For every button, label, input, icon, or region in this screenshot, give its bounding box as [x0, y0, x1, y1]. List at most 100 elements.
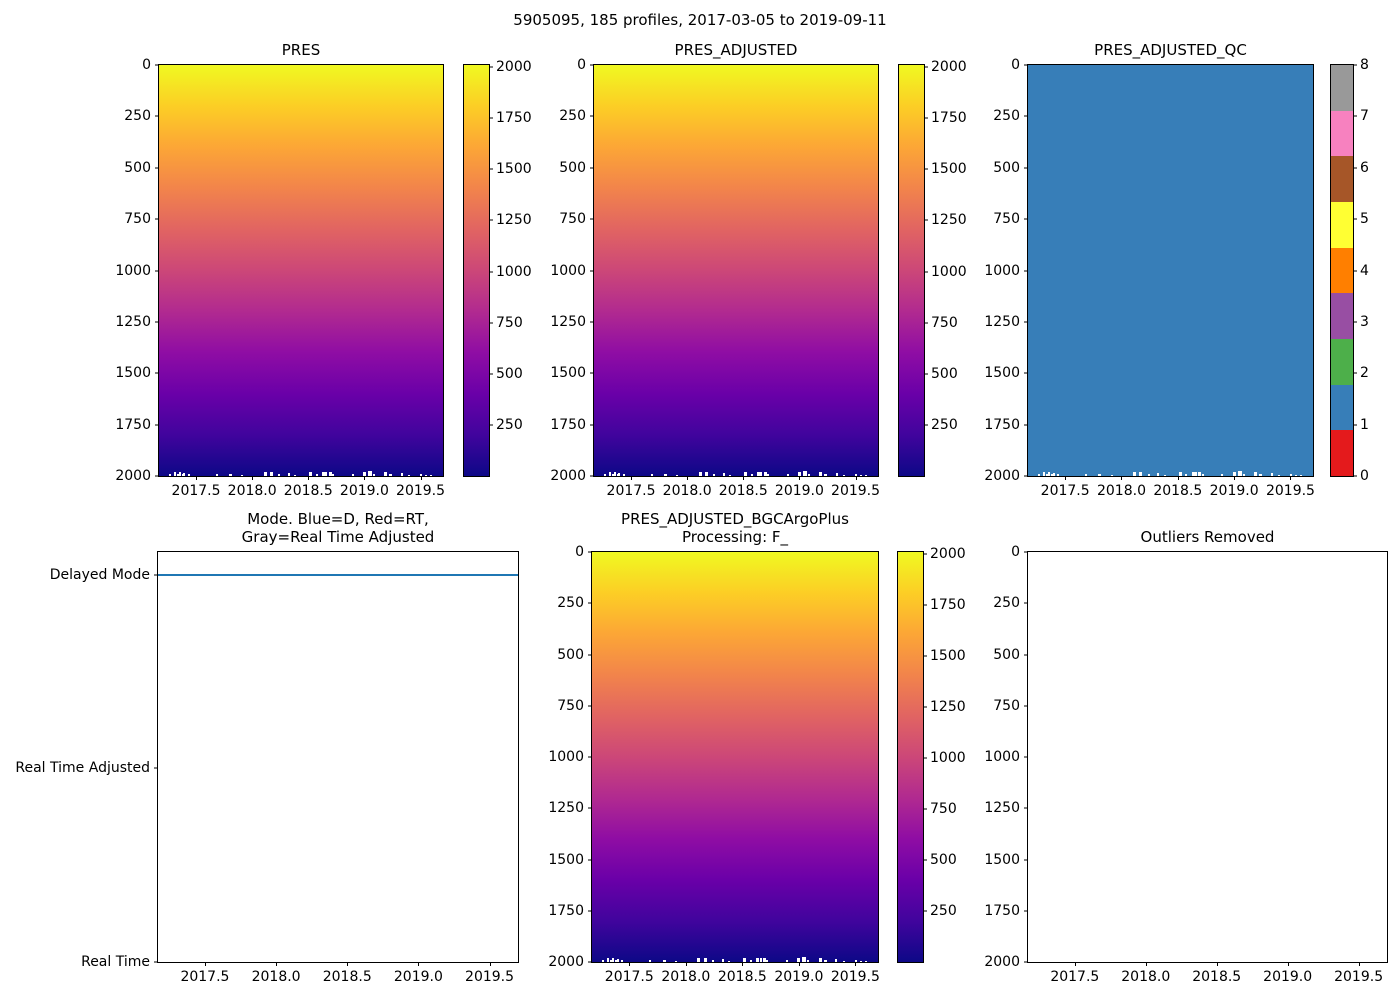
colorbar-tick-label: 1250 [496, 212, 532, 229]
missing-data-gap [294, 475, 297, 476]
x-tick-mark [743, 476, 745, 480]
colorbar-tick-label: 1250 [930, 699, 966, 716]
colorbar-tick-label: 1000 [930, 750, 966, 767]
colorbar-tick-mark [924, 322, 928, 324]
y-tick-label: 500 [559, 159, 586, 176]
y-tick-label: 2000 [115, 468, 151, 484]
missing-data-gap [1221, 474, 1224, 476]
y-tick-mark [590, 115, 594, 117]
panel-bgc: PRES_ADJUSTED_BGCArgoPlus Processing: F_… [548, 510, 880, 986]
y-tick-mark [590, 167, 594, 169]
missing-data-gap [864, 961, 867, 962]
colorbar-tick-mark [1353, 424, 1357, 426]
y-tick-mark [588, 910, 592, 912]
x-tick-label: 2018.5 [1192, 969, 1242, 985]
y-tick-mark [1024, 654, 1028, 655]
colorbar-tick-label: 0 [1360, 468, 1369, 484]
y-tick-mark [1024, 321, 1028, 323]
y-tick-label: 500 [993, 646, 1020, 663]
panel-outliers: Outliers Removed 2017.5 2018.0 2018.5 2019.… [984, 528, 1388, 985]
y-tick-mark [1024, 859, 1028, 860]
x-tick-mark [631, 476, 633, 480]
bgc-colorbar-gradient [898, 552, 923, 962]
missing-data-gap [1085, 474, 1087, 476]
x-tick-label: 2017.5 [171, 483, 221, 499]
missing-data-gap [864, 475, 867, 476]
y-tick-label: 1000 [550, 262, 586, 279]
colorbar-tick-label: 1000 [931, 263, 967, 280]
y-tick-label: 0 [1011, 57, 1020, 73]
y-tick-mark [1024, 807, 1028, 809]
missing-data-gap [372, 474, 375, 476]
x-tick-mark [420, 476, 422, 480]
missing-data-gap [650, 474, 653, 476]
y-tick-mark [155, 167, 159, 169]
missing-data-gap [1057, 474, 1060, 476]
missing-data-gap [823, 960, 827, 962]
missing-data-gap [325, 472, 328, 476]
panel-mode: Mode. Blue=D, Red=RT, Gray=Real Time Adj… [15, 510, 519, 985]
colorbar-tick-mark [924, 271, 928, 273]
y-tick-label: 1250 [550, 313, 586, 330]
y-tick-label: 250 [993, 108, 1020, 125]
x-tick-mark [1177, 476, 1179, 480]
missing-data-gap [241, 475, 244, 476]
colorbar-tick-mark [489, 271, 493, 273]
y-tick-label: 1000 [115, 262, 151, 279]
missing-data-gap [362, 472, 366, 476]
y-tick-label: 2000 [548, 954, 584, 970]
missing-data-gap [269, 472, 273, 476]
x-tick-mark [252, 476, 254, 480]
missing-data-gap [1050, 474, 1053, 476]
missing-data-gap [760, 472, 763, 476]
missing-data-gap [1098, 474, 1102, 476]
panel-mode-title-line2: Gray=Real Time Adjusted [241, 528, 435, 547]
y-tick-label: 1500 [115, 365, 151, 382]
missing-data-gap [1277, 475, 1280, 476]
qc-colorbar-segment-6 [1331, 156, 1353, 203]
missing-data-gap [368, 471, 373, 476]
missing-data-gap [1270, 473, 1273, 476]
panel-pres-adjusted-title: PRES_ADJUSTED [674, 41, 798, 60]
y-tick-mark [154, 961, 158, 963]
colorbar-tick-mark [1353, 372, 1357, 374]
y-tick-mark [154, 767, 158, 769]
missing-data-gap [749, 960, 752, 962]
y-tick-label: 1750 [984, 416, 1020, 433]
y-tick-mark [155, 424, 159, 426]
qc-colorbar: 8 7 6 5 4 3 2 1 0 [1330, 57, 1369, 484]
y-tick-mark [1024, 961, 1028, 963]
y-tick-mark [155, 270, 159, 271]
missing-data-gap [263, 472, 267, 476]
colorbar-tick-label: 1 [1360, 416, 1369, 433]
colorbar-tick-mark [924, 424, 928, 426]
colorbar-tick-label: 1750 [930, 597, 966, 614]
y-tick-mark [588, 654, 592, 655]
missing-data-gap [855, 960, 858, 962]
colorbar-tick-mark [489, 424, 493, 426]
missing-data-gap [859, 961, 862, 962]
missing-data-gap [618, 473, 621, 476]
missing-data-gap [429, 475, 432, 476]
colorbar-tick-mark [489, 373, 493, 375]
y-tick-label: 1000 [984, 262, 1020, 279]
y-tick-label: 1500 [984, 365, 1020, 382]
missing-data-gap [608, 472, 611, 476]
pres-colorbar-gradient [464, 65, 489, 476]
colorbar-tick-label: 6 [1360, 159, 1369, 176]
y-tick-mark [1024, 167, 1028, 169]
x-tick-label: 2018.0 [662, 483, 712, 499]
x-tick-mark [1216, 962, 1218, 966]
colorbar-tick-mark [489, 168, 493, 170]
x-tick-label: 2019.0 [339, 483, 389, 499]
missing-data-gap [698, 472, 702, 476]
colorbar-tick-label: 5 [1360, 211, 1369, 228]
x-tick-label: 2018.0 [227, 483, 277, 499]
pres-adjusted-heatmap [594, 65, 878, 476]
missing-data-gap [860, 475, 863, 476]
missing-data-gap [322, 472, 326, 476]
missing-data-gap [425, 475, 428, 476]
x-tick-label: 2018.5 [1153, 483, 1203, 499]
y-tick-mark [588, 705, 592, 707]
missing-data-gap [743, 958, 747, 962]
